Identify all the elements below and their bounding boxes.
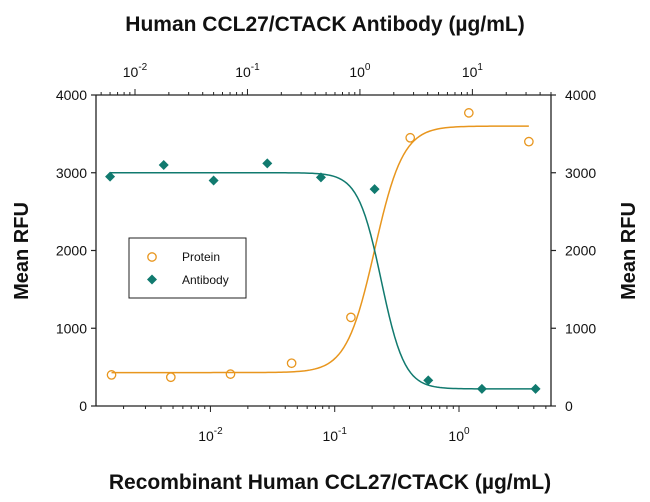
right-y-tick-label: 0 xyxy=(565,398,573,414)
data-point-antibody xyxy=(208,175,219,186)
legend-antibody-marker xyxy=(147,274,157,285)
legend-antibody-label: Antibody xyxy=(182,273,229,287)
bottom-axis-title: Recombinant Human CCL27/CTACK (µg/mL) xyxy=(109,471,551,494)
ticks-layer: 0 0 1000 1000 2000 2000 3000 3000 4000 4000 10-2 10… xyxy=(56,62,597,444)
left-y-tick-label: 4000 xyxy=(56,87,87,103)
right-y-tick-label: 3000 xyxy=(565,165,596,181)
left-y-tick-label: 3000 xyxy=(56,165,87,181)
bottom-x-tick-label: 100 xyxy=(448,426,470,444)
legend-protein-label: Protein xyxy=(182,250,220,264)
left-y-tick-label: 1000 xyxy=(56,320,87,336)
data-point-antibody xyxy=(476,383,487,394)
legend-protein-marker xyxy=(147,252,157,262)
right-y-axis-label: Mean RFU xyxy=(618,202,640,300)
data-point-antibody xyxy=(315,172,326,183)
legend: Protein Antibody xyxy=(128,237,247,299)
data-point-antibody xyxy=(423,375,434,386)
data-point-antibody xyxy=(262,158,273,169)
fit-curve-protein xyxy=(111,125,529,374)
data-point-protein xyxy=(405,132,416,143)
data-point-antibody xyxy=(158,159,169,170)
data-point-antibody xyxy=(105,171,116,182)
data-point-protein xyxy=(165,372,176,383)
left-y-tick-label: 2000 xyxy=(56,243,87,259)
data-point-protein xyxy=(286,358,297,369)
right-y-tick-label: 1000 xyxy=(565,320,596,336)
data-point-antibody xyxy=(369,184,380,195)
top-axis-title: Human CCL27/CTACK Antibody (µg/mL) xyxy=(125,13,524,36)
left-y-tick-label: 0 xyxy=(79,398,87,414)
legend-box xyxy=(128,237,247,299)
top-x-tick-label: 100 xyxy=(349,62,371,80)
bottom-x-tick-label: 10-1 xyxy=(322,426,347,444)
top-x-tick-label: 10-1 xyxy=(235,62,260,80)
bottom-x-tick-label: 10-2 xyxy=(198,426,223,444)
fit-curve-antibody xyxy=(110,172,536,390)
top-x-tick-label: 101 xyxy=(462,62,484,80)
top-x-tick-label: 10-2 xyxy=(123,62,148,80)
right-y-tick-label: 2000 xyxy=(565,243,596,259)
right-y-tick-label: 4000 xyxy=(565,87,596,103)
data-points-layer xyxy=(105,108,541,394)
fit-curves-layer xyxy=(110,125,536,390)
data-point-antibody xyxy=(530,383,541,394)
data-point-protein xyxy=(524,136,534,147)
data-point-protein xyxy=(106,370,117,380)
data-point-protein xyxy=(225,369,236,379)
data-point-protein xyxy=(346,312,356,323)
data-point-protein xyxy=(463,108,474,118)
left-y-axis-label: Mean RFU xyxy=(11,202,33,300)
